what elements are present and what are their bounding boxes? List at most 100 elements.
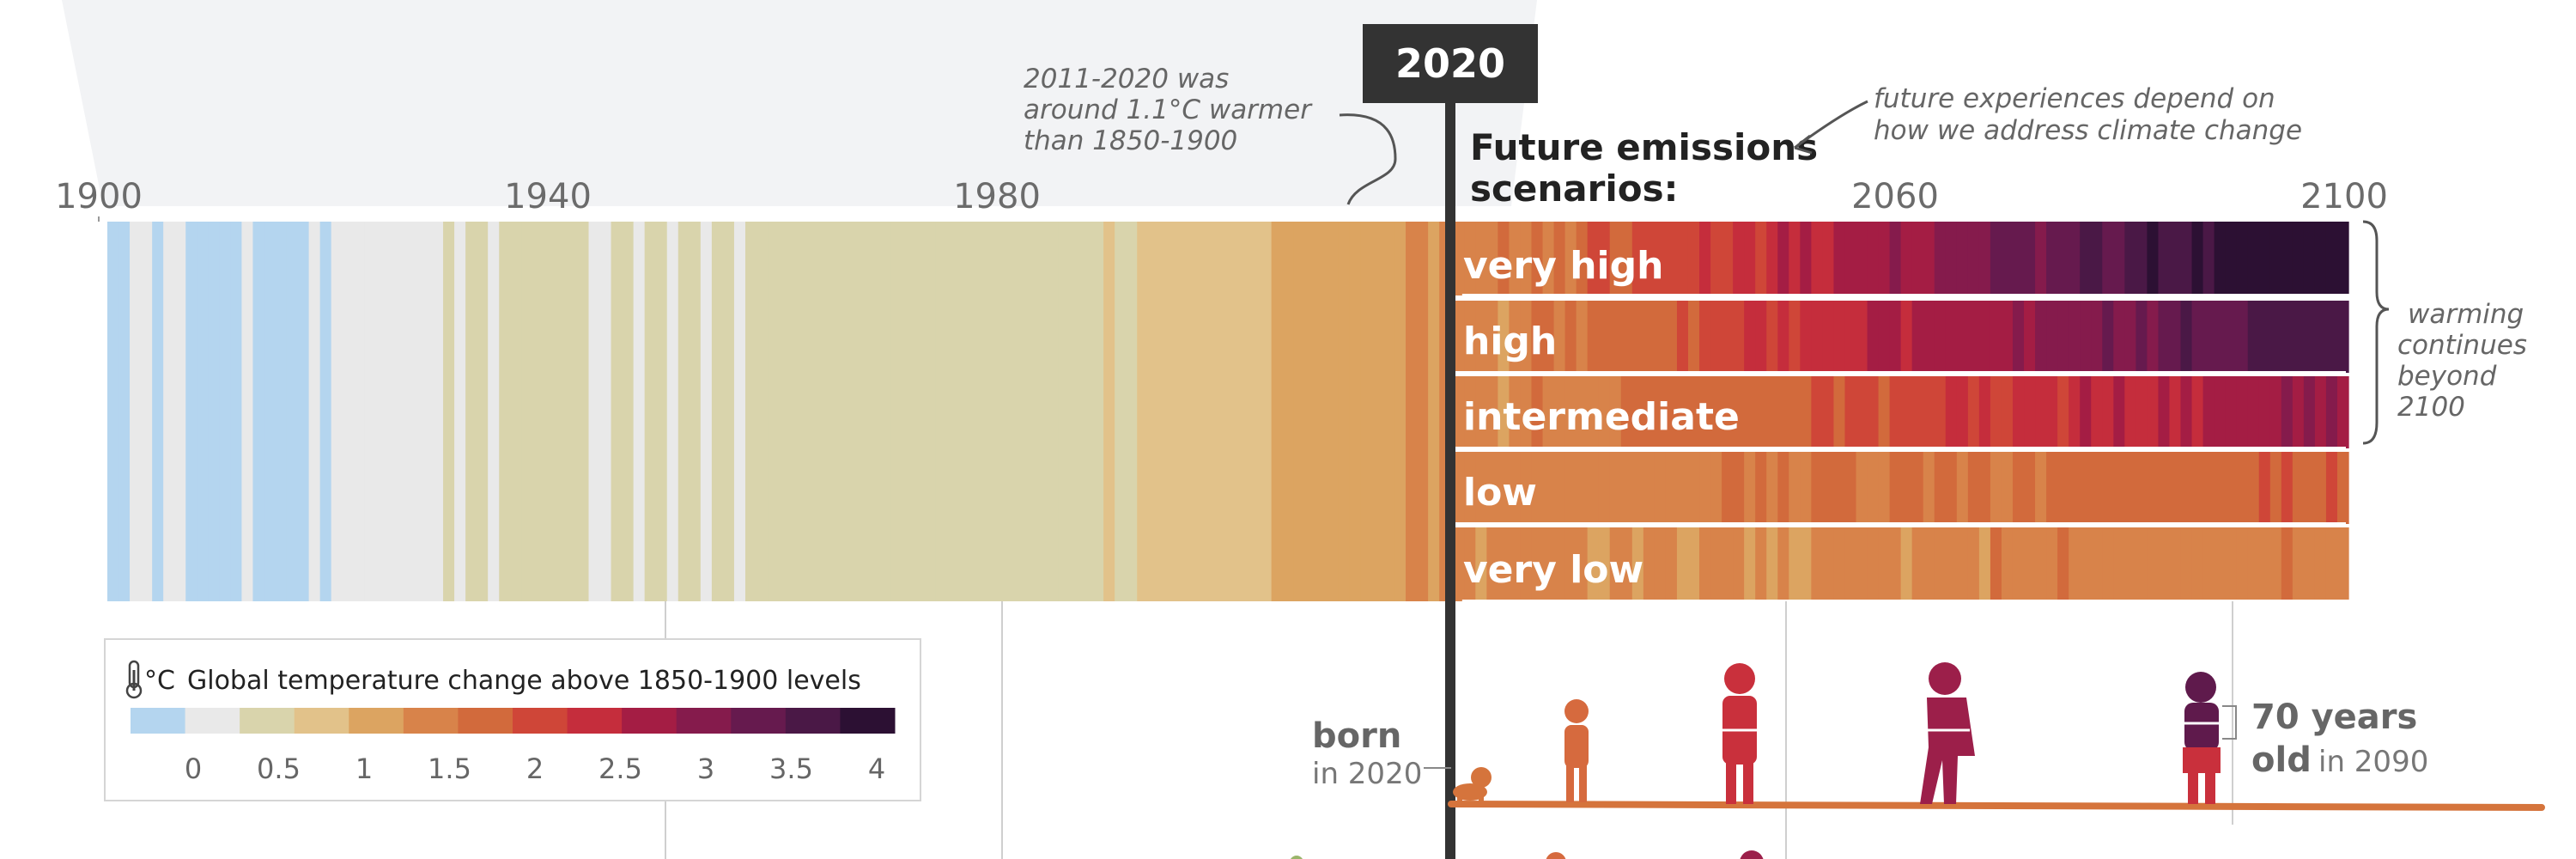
thermometer-icon bbox=[125, 660, 143, 699]
scenario-label-intermediate: intermediate bbox=[1463, 395, 1740, 439]
scenario-stripe-3-2062 bbox=[1911, 452, 1924, 524]
stripe-2017 bbox=[1417, 222, 1429, 601]
stripe-1997 bbox=[1193, 222, 1206, 601]
scenario-stripe-2-2041 bbox=[1676, 376, 1689, 448]
stripe-1996 bbox=[1182, 222, 1194, 601]
scenario-stripe-3-2072 bbox=[2024, 452, 2036, 524]
scenario-stripe-0-2096 bbox=[2292, 222, 2305, 294]
scenario-stripe-1-2069 bbox=[1990, 301, 2002, 373]
scenario-stripe-2-2049 bbox=[1766, 376, 1778, 448]
stripe-1949 bbox=[655, 222, 668, 601]
scenario-stripe-3-2039 bbox=[1654, 452, 1667, 524]
scenario-stripe-1-2098 bbox=[2314, 301, 2327, 373]
scenario-stripe-3-2043 bbox=[1699, 452, 1711, 524]
scenario-stripe-0-2023 bbox=[1475, 222, 1487, 294]
stripe-1921 bbox=[342, 222, 355, 601]
scenario-stripe-3-2042 bbox=[1687, 452, 1700, 524]
ground-line bbox=[1448, 801, 2545, 811]
stripe-1910 bbox=[219, 222, 231, 601]
stripe-1937 bbox=[521, 222, 533, 601]
stripe-1964 bbox=[823, 222, 835, 601]
scenario-stripe-2-2082 bbox=[2136, 376, 2148, 448]
scenario-stripe-0-2028 bbox=[1531, 222, 1544, 294]
stripe-2008 bbox=[1315, 222, 1328, 601]
stripe-1966 bbox=[846, 222, 858, 601]
scenario-stripe-0-2085 bbox=[2169, 222, 2182, 294]
scenario-stripe-0-2083 bbox=[2147, 222, 2160, 294]
scenario-stripe-1-2037 bbox=[1631, 301, 1644, 373]
stripe-1995 bbox=[1170, 222, 1182, 601]
scenario-stripe-2-2055 bbox=[1833, 376, 1846, 448]
scenario-stripe-4-2076 bbox=[2069, 527, 2081, 600]
stripe-1901 bbox=[118, 222, 131, 601]
scenario-stripe-2-2070 bbox=[2001, 376, 2014, 448]
scenario-stripe-3-2087 bbox=[2191, 452, 2204, 524]
scenario-stripe-2-2083 bbox=[2147, 376, 2160, 448]
scenario-stripe-1-2038 bbox=[1643, 301, 1656, 373]
scenario-stripe-2-2097 bbox=[2303, 376, 2316, 448]
scenario-stripe-2-2078 bbox=[2091, 376, 2103, 448]
stripe-1971 bbox=[902, 222, 914, 601]
scenario-stripe-1-2029 bbox=[1542, 301, 1555, 373]
scenario-stripe-0-2061 bbox=[1900, 222, 1913, 294]
scenario-stripe-2-2080 bbox=[2113, 376, 2125, 448]
scenario-stripe-1-2048 bbox=[1755, 301, 1767, 373]
stripe-1926 bbox=[398, 222, 410, 601]
scenario-stripe-0-2026 bbox=[1509, 222, 1522, 294]
stripe-1977 bbox=[969, 222, 981, 601]
scenario-stripe-2-2074 bbox=[2046, 376, 2058, 448]
stripe-1938 bbox=[532, 222, 544, 601]
stripe-2015 bbox=[1394, 222, 1406, 601]
legend-swatch-2 bbox=[240, 708, 295, 734]
scenario-stripe-3-2060 bbox=[1889, 452, 1902, 524]
scenario-stripe-1-2057 bbox=[1856, 301, 1868, 373]
scenario-stripe-3-2033 bbox=[1587, 452, 1600, 524]
scenario-stripe-1-2040 bbox=[1665, 301, 1678, 373]
beyond-brace bbox=[2362, 220, 2390, 445]
stripe-1948 bbox=[644, 222, 657, 601]
stripe-1904 bbox=[152, 222, 164, 601]
scenario-stripe-1-2090 bbox=[2225, 301, 2238, 373]
scenario-stripe-3-2040 bbox=[1665, 452, 1678, 524]
legend-title: Global temperature change above 1850-190… bbox=[187, 666, 861, 696]
scenario-stripe-3-2073 bbox=[2035, 452, 2047, 524]
legend-tick-8: 4 bbox=[868, 752, 885, 785]
stripe-1916 bbox=[286, 222, 299, 601]
scenario-stripe-3-2069 bbox=[1990, 452, 2002, 524]
scenario-stripes bbox=[1453, 222, 2349, 600]
scenario-stripe-0-2087 bbox=[2191, 222, 2204, 294]
scenario-stripe-2-2096 bbox=[2292, 376, 2305, 448]
scenario-stripe-0-2064 bbox=[1934, 222, 1947, 294]
scenario-stripe-1-2084 bbox=[2158, 301, 2171, 373]
stripe-1956 bbox=[733, 222, 746, 601]
scenario-stripe-1-2085 bbox=[2169, 301, 2182, 373]
scenario-stripe-1-2086 bbox=[2180, 301, 2193, 373]
marker-badge-label: 2020 bbox=[1395, 40, 1505, 87]
stripe-2014 bbox=[1382, 222, 1395, 601]
scenario-stripe-1-2027 bbox=[1520, 301, 1533, 373]
observed-note-line1: 2011-2020 was bbox=[1024, 64, 1229, 94]
scenario-stripe-4-2043 bbox=[1699, 527, 1711, 600]
scenario-stripe-4-2049 bbox=[1766, 527, 1778, 600]
scenario-stripe-3-2055 bbox=[1833, 452, 1846, 524]
scenario-stripe-0-2059 bbox=[1878, 222, 1891, 294]
scenario-stripe-2-2021 bbox=[1453, 376, 1465, 448]
scenario-stripe-0-2100 bbox=[2337, 222, 2349, 294]
scenario-stripe-4-2037 bbox=[1631, 527, 1644, 600]
scenario-stripe-3-2028 bbox=[1531, 452, 1544, 524]
scenario-stripe-0-2098 bbox=[2314, 222, 2327, 294]
scenario-stripe-2-2045 bbox=[1722, 376, 1734, 448]
stripe-1975 bbox=[946, 222, 959, 601]
scenario-stripe-1-2095 bbox=[2281, 301, 2293, 373]
stripe-1978 bbox=[980, 222, 993, 601]
scenario-stripe-3-2051 bbox=[1789, 452, 1801, 524]
scenario-stripe-2-2076 bbox=[2069, 376, 2081, 448]
scenario-stripe-2-2030 bbox=[1553, 376, 1566, 448]
stripe-1988 bbox=[1092, 222, 1104, 601]
scenario-stripe-4-2099 bbox=[2325, 527, 2338, 600]
legend-tick-3: 1.5 bbox=[428, 752, 471, 785]
scenario-stripe-4-2084 bbox=[2158, 527, 2171, 600]
scenario-stripe-3-2047 bbox=[1744, 452, 1756, 524]
observed-note-line2: around 1.1°C warmer bbox=[1024, 94, 1313, 125]
stripe-1932 bbox=[465, 222, 477, 601]
